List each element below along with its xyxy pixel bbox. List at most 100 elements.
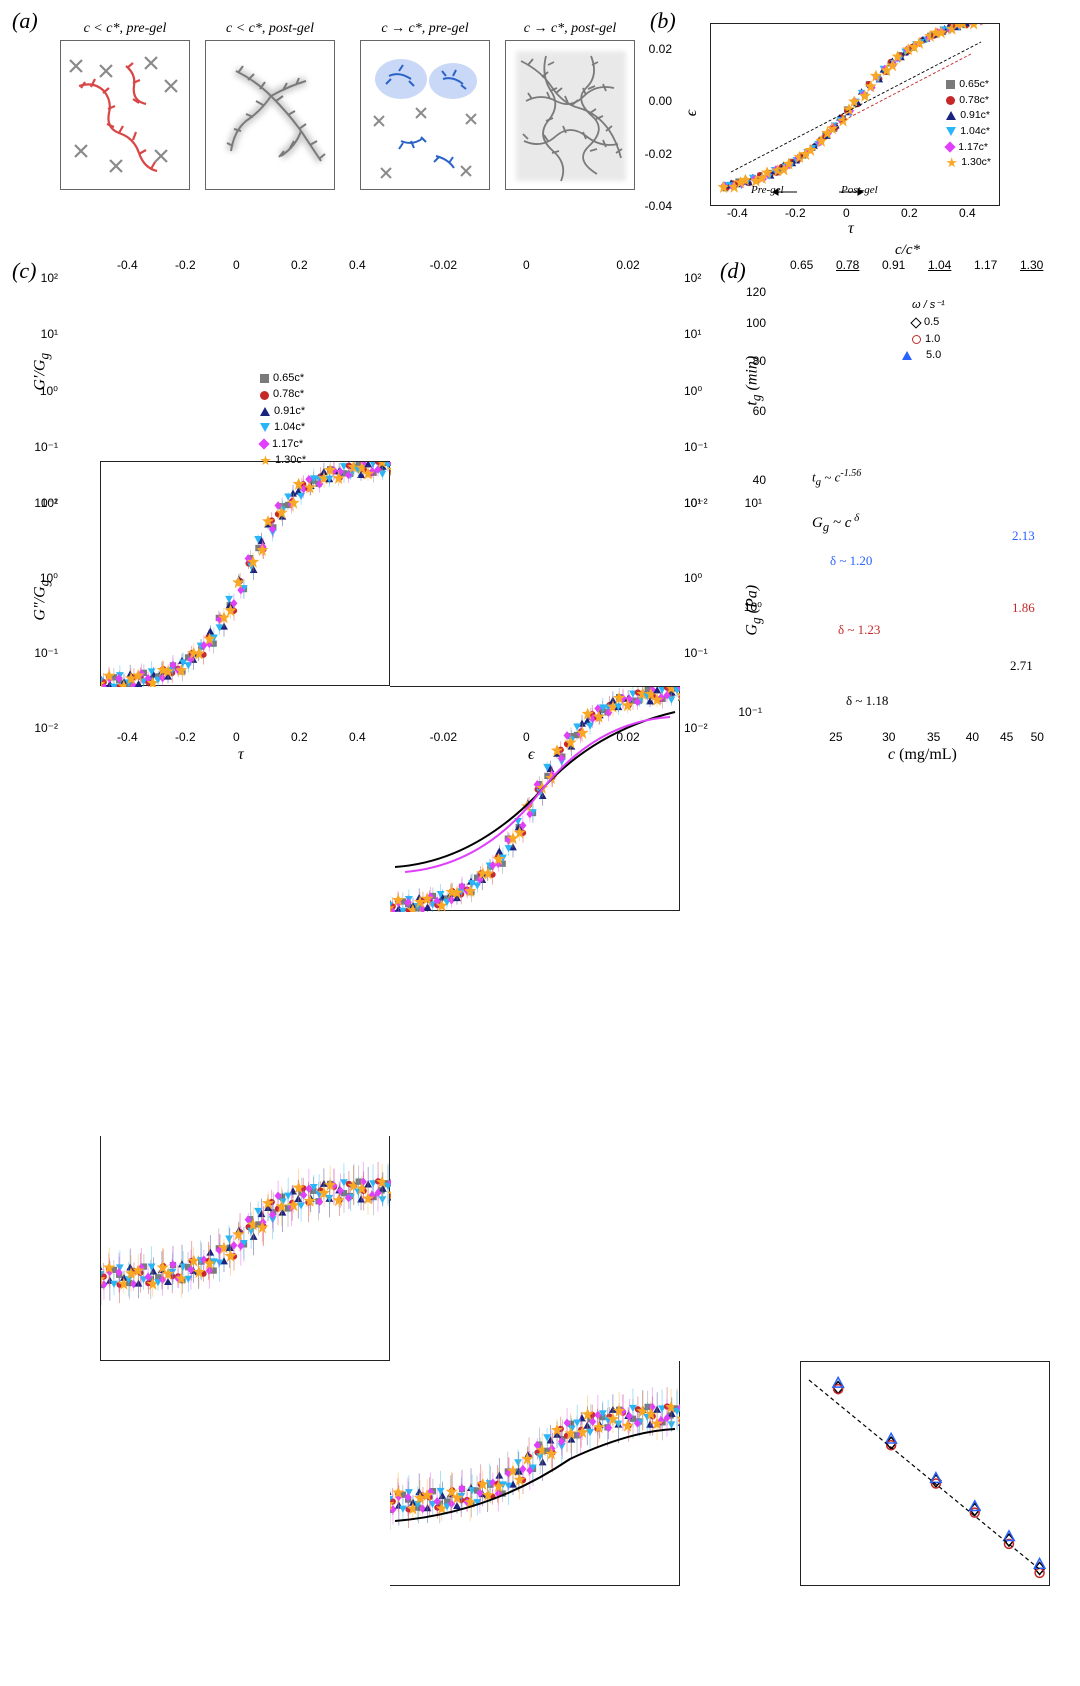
tick: 10²	[684, 271, 701, 285]
tick: 0.4	[349, 258, 366, 272]
d-xlabel-top: c/c*	[895, 242, 920, 259]
tick: 50	[1031, 730, 1044, 744]
tick: 0.4	[959, 206, 976, 220]
legend-item: 1.04c*	[260, 420, 306, 435]
tick: 10¹	[684, 327, 701, 341]
tick: 120	[746, 285, 766, 299]
legend-item: 0.91c*	[260, 404, 306, 419]
tick: 10⁰	[40, 571, 58, 585]
d-xlabel-bot: c (mg/mL)	[888, 746, 957, 764]
tick: -0.02	[430, 730, 457, 744]
schematic-4-svg	[506, 41, 636, 191]
tick: 0.2	[901, 206, 918, 220]
panel-a-container: c < c*, pre-gel c < c*, post-gel	[60, 40, 640, 210]
tick: 10¹	[684, 496, 701, 510]
panel-c-label: (c)	[12, 258, 36, 283]
tick: 40	[966, 730, 979, 744]
tick: 10⁻¹	[684, 440, 708, 454]
d-delta-1b: 2.13	[1012, 528, 1035, 544]
tick: -0.4	[727, 206, 748, 220]
legend-item: 1.30c*	[946, 155, 991, 170]
tick: 10¹	[41, 327, 58, 341]
legend-item: 0.65c*	[946, 77, 991, 92]
panel-b-legend: 0.65c*0.78c*0.91c*1.04c*1.17c*1.30c*	[946, 76, 991, 171]
tick: 0.65	[790, 258, 813, 272]
tick: 0	[843, 206, 850, 220]
legend-item: 1.0	[912, 332, 945, 347]
panel-a-label: (a)	[12, 8, 38, 33]
legend-item: 0.65c*	[260, 371, 306, 386]
postgel-label: Post-gel	[841, 184, 878, 196]
schematic-3-title: c → c*, pre-gel	[361, 21, 489, 37]
schematic-4-title: c → c*, post-gel	[506, 21, 634, 37]
tick: -0.2	[175, 730, 196, 744]
legend-item: 5.0	[912, 348, 945, 363]
tick: 100	[746, 316, 766, 330]
tick: 40	[753, 473, 766, 487]
tick: -0.02	[645, 147, 672, 161]
tick: 10²	[41, 271, 58, 285]
tick: 80	[753, 354, 766, 368]
tick: 60	[753, 404, 766, 418]
schematic-1: c < c*, pre-gel	[60, 40, 190, 190]
schematic-3-svg	[361, 41, 491, 191]
d-bot-title: Gg ~ c δ	[812, 512, 859, 535]
tick: 0.02	[616, 730, 639, 744]
tick: 0.78	[836, 258, 859, 272]
tick: -0.4	[117, 258, 138, 272]
tick: 1.04	[928, 258, 951, 272]
tick: 10⁰	[684, 384, 702, 398]
tick: 0.4	[349, 730, 366, 744]
b-ylabel: ϵ	[683, 110, 701, 116]
schematic-1-title: c < c*, pre-gel	[61, 21, 189, 37]
legend-item: 1.17c*	[946, 140, 991, 155]
tick: 0.00	[649, 94, 672, 108]
c-chart-tr	[390, 686, 680, 911]
panel-c-legend: 0.65c*0.78c* 0.91c*1.04c* 1.17c*1.30c*	[260, 370, 306, 469]
tick: -0.02	[430, 258, 457, 272]
c-xlabel-tau: τ	[238, 746, 244, 764]
schematic-1-svg	[61, 41, 191, 191]
tick: 10⁰	[40, 384, 58, 398]
tick: 0.02	[616, 258, 639, 272]
legend-item: 0.91c*	[946, 108, 991, 123]
tick: 0	[523, 730, 530, 744]
pregel-label: Pre-gel	[751, 184, 784, 196]
schematic-2-svg	[206, 41, 336, 191]
legend-item: 0.78c*	[260, 387, 306, 402]
schematic-2-title: c < c*, post-gel	[206, 21, 334, 37]
tick: 10⁻¹	[34, 646, 58, 660]
tick: 10⁻¹	[34, 440, 58, 454]
tick: 0	[233, 730, 240, 744]
b-xlabel: τ	[848, 220, 854, 238]
tick: 0.2	[291, 258, 308, 272]
tick: 10⁻²	[34, 721, 58, 735]
tick: 35	[927, 730, 940, 744]
tick: -0.2	[785, 206, 806, 220]
tick: 0.91	[882, 258, 905, 272]
c-chart-tl	[100, 461, 390, 686]
schematic-4: c → c*, post-gel	[505, 40, 635, 190]
tick: 10⁻¹	[738, 705, 762, 719]
schematic-2: c < c*, post-gel	[205, 40, 335, 190]
legend-item: 1.30c*	[260, 453, 306, 468]
tick: 45	[1000, 730, 1013, 744]
panel-d-label: (d)	[720, 258, 746, 283]
d-delta-3b: 2.71	[1010, 658, 1033, 674]
d-delta-2: δ ~ 1.23	[838, 622, 880, 638]
tick: 10¹	[41, 496, 58, 510]
tick: -0.4	[117, 730, 138, 744]
tick: 0	[233, 258, 240, 272]
legend-item: 1.17c*	[260, 437, 306, 452]
tick: 1.30	[1020, 258, 1043, 272]
c-chart-bl	[100, 1136, 390, 1361]
legend-item: 0.5	[912, 315, 945, 330]
legend-item: 1.04c*	[946, 124, 991, 139]
tick: 30	[882, 730, 895, 744]
tick: -0.04	[645, 199, 672, 213]
tick: 10⁻¹	[684, 646, 708, 660]
d-top-annotation: tg ~ c-1.56	[812, 468, 861, 488]
legend-item: 0.78c*	[946, 93, 991, 108]
d-delta-1: δ ~ 1.20	[830, 553, 872, 569]
panel-b-label: (b)	[650, 8, 676, 33]
